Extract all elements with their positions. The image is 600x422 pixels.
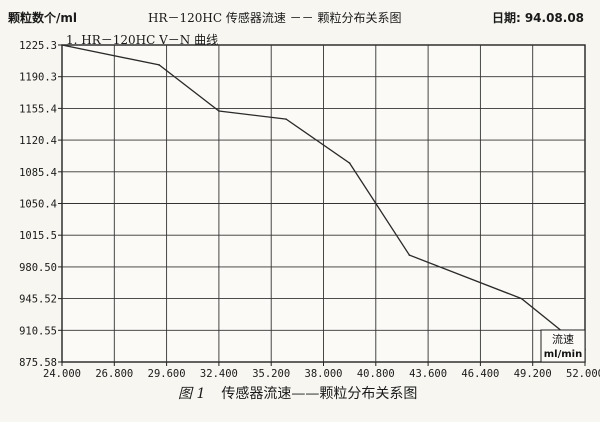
figure-caption: 图 1 传感器流速——颗粒分布关系图 [178, 387, 417, 401]
y-tick-label: 1015.5 [19, 230, 57, 242]
x-tick-label: 35.200 [252, 368, 290, 380]
data-point [158, 64, 160, 66]
x-tick-label: 40.800 [357, 368, 395, 380]
y-tick-label: 1190.3 [19, 72, 57, 84]
figure-number: 图 1 [178, 386, 206, 402]
x-tick-label: 38.000 [305, 368, 343, 380]
x-tick-label: 43.600 [409, 368, 447, 380]
series-line [61, 44, 586, 351]
chart-title: HR－120HC 传感器流速 －－ 颗粒分布关系图 [148, 11, 402, 25]
date-readout: 日期: 94.08.08 [492, 12, 584, 24]
y-tick-label: 945.52 [19, 294, 57, 306]
date-label: 日期: [492, 11, 521, 25]
figure-caption-text: 传感器流速——颗粒分布关系图 [221, 386, 418, 402]
data-point [218, 110, 220, 112]
y-tick-label: 875.58 [19, 357, 57, 369]
data-point [348, 162, 351, 164]
y-tick-label: 980.50 [19, 262, 57, 274]
x-tick-label: 32.400 [200, 368, 238, 380]
unit-box [540, 329, 586, 363]
data-point [408, 254, 411, 256]
x-tick-label: 49.200 [514, 368, 552, 380]
series-caption: 1. HR－120HC V－N 曲线 [66, 33, 219, 47]
y-tick-label: 1050.4 [19, 199, 57, 211]
data-point [285, 118, 287, 120]
x-tick-label: 26.800 [95, 368, 133, 380]
data-point [61, 44, 63, 46]
x-axis-unit-label: 流速 [552, 332, 574, 346]
y-tick-label: 1225.3 [19, 40, 57, 52]
x-tick-label: 46.400 [461, 368, 499, 380]
y-tick-label: 1120.4 [19, 135, 57, 147]
date-value: 94.08.08 [524, 11, 585, 25]
x-tick-label: 29.600 [148, 368, 186, 380]
y-tick-label: 1155.4 [19, 103, 57, 115]
x-tick-label: 24.000 [43, 368, 81, 380]
y-axis-title: 颗粒数个/ml [8, 11, 78, 25]
x-tick-label: 52.000 [566, 368, 600, 380]
y-tick-label: 910.55 [19, 325, 57, 337]
y-tick-label: 1085.4 [19, 167, 57, 179]
x-axis-unit: ml/min [544, 349, 582, 360]
data-point [520, 297, 523, 300]
